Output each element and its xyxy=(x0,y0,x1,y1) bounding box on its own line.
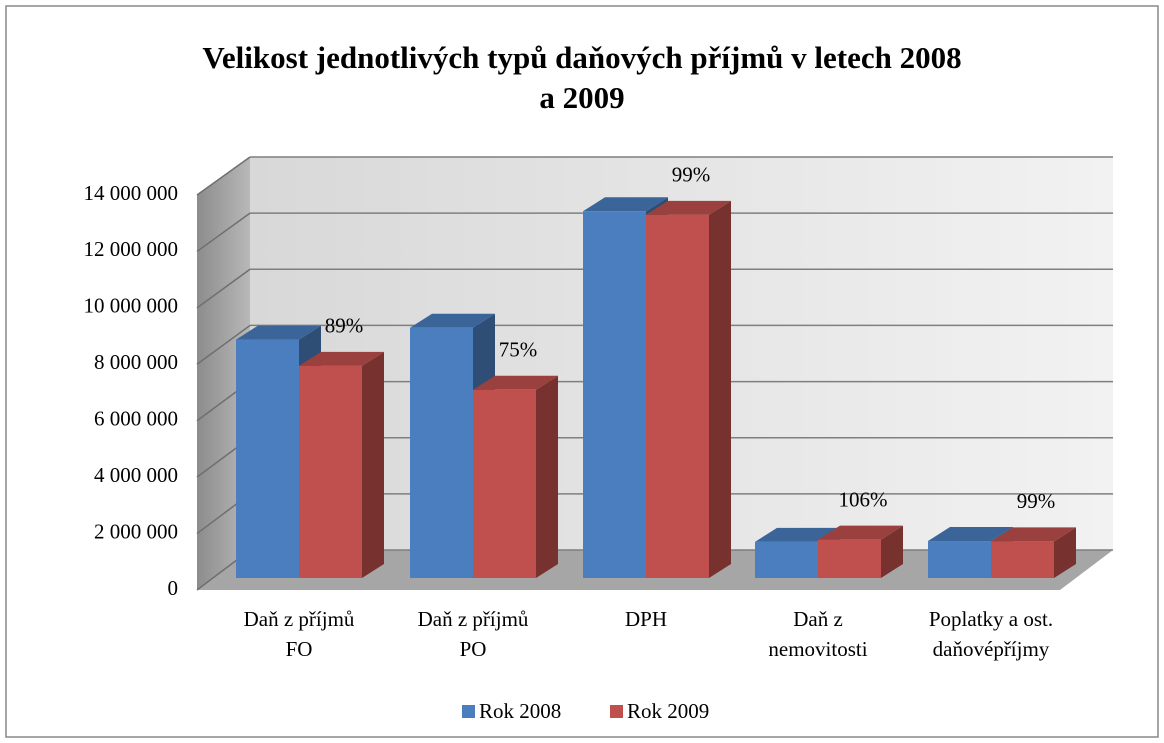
x-tick-label: Daň z příjmů FO xyxy=(243,607,355,661)
bar-front xyxy=(818,539,881,578)
bar-side xyxy=(1054,527,1076,578)
grid-line xyxy=(196,212,251,253)
y-tick-label: 10 000 000 xyxy=(84,294,179,318)
y-tick-label: 12 000 000 xyxy=(84,237,179,261)
bar-top xyxy=(755,527,840,542)
annotation: 99% xyxy=(1017,489,1056,513)
y-tick-label: 2 000 000 xyxy=(94,519,178,543)
bar-top xyxy=(583,197,668,212)
bar-front xyxy=(646,214,709,578)
bar-side xyxy=(709,200,731,578)
bar-top xyxy=(646,200,731,215)
legend-swatch xyxy=(462,705,475,718)
annotation: 89% xyxy=(325,314,364,338)
bar-top xyxy=(410,313,495,328)
bar xyxy=(473,375,558,578)
bar-top xyxy=(473,375,558,390)
legend-swatch xyxy=(610,705,623,718)
bar xyxy=(299,351,384,578)
grid-line xyxy=(196,268,251,309)
y-tick-label: 8 000 000 xyxy=(94,350,178,374)
bar-top xyxy=(991,527,1076,542)
bar-top xyxy=(818,525,903,540)
chart-title: Velikost jednotlivých typů daňových příj… xyxy=(202,40,962,115)
y-tick-label: 14 000 000 xyxy=(84,181,179,205)
bar-side xyxy=(362,351,384,578)
bar-top xyxy=(299,351,384,366)
annotation: 75% xyxy=(499,338,538,362)
bar-front xyxy=(236,339,299,578)
bar-front xyxy=(410,327,473,578)
annotation: 99% xyxy=(672,163,711,187)
x-tick-label: DPH xyxy=(624,607,667,631)
bar xyxy=(818,525,903,578)
frame xyxy=(5,5,1159,738)
y-tick-label: 4 000 000 xyxy=(94,463,178,487)
y-tick-label: 0 xyxy=(168,576,179,600)
bar-top xyxy=(236,325,321,340)
bar-front xyxy=(583,211,646,578)
grid-line xyxy=(196,156,251,196)
bar-side xyxy=(881,525,903,578)
x-tick-label: Poplatky a ost. daňovépříjmy xyxy=(928,607,1054,661)
x-tick-label: Daň z nemovitosti xyxy=(768,607,868,661)
bar xyxy=(991,527,1076,578)
bar-front xyxy=(928,541,991,578)
y-tick-label: 6 000 000 xyxy=(94,407,178,431)
bar-front xyxy=(991,541,1054,578)
bar xyxy=(646,200,731,578)
bar-front xyxy=(473,389,536,578)
x-tick-label: Daň z příjmů PO xyxy=(417,607,529,661)
bar-top xyxy=(928,527,1013,542)
bar-front xyxy=(755,541,818,578)
legend-label: Rok 2008 xyxy=(479,699,561,723)
bar-side xyxy=(536,375,558,578)
legend-label: Rok 2009 xyxy=(627,699,709,723)
bar-front xyxy=(299,365,362,578)
grid-line xyxy=(196,324,251,365)
annotation: 106% xyxy=(839,487,888,511)
